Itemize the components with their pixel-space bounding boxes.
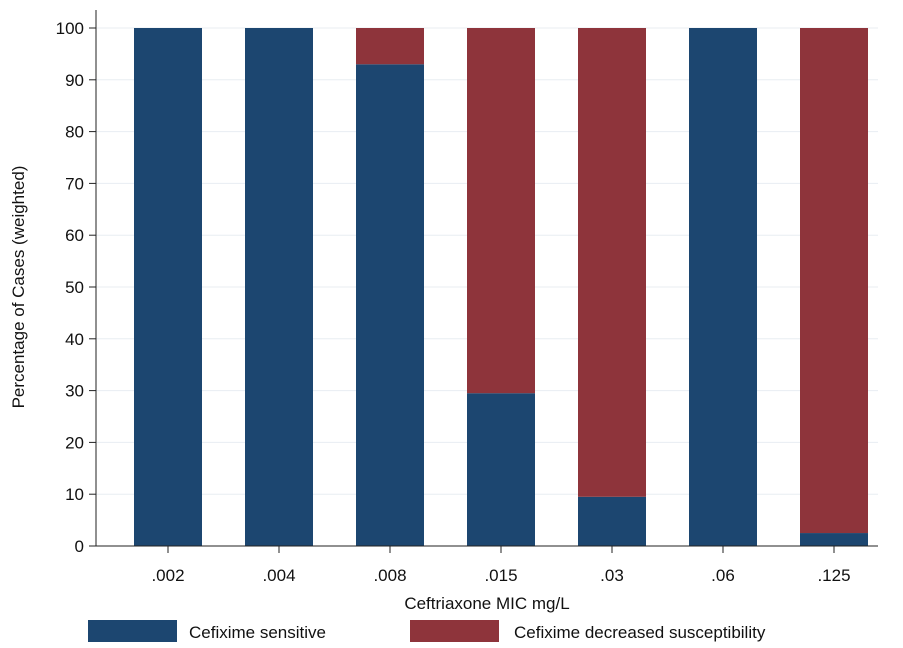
legend-swatch-cefixime-decreased-susceptibility — [410, 620, 499, 642]
x-tick-label-p008: .008 — [373, 566, 406, 585]
y-tick-label-40: 40 — [65, 330, 84, 349]
x-tick-label-p06: .06 — [711, 566, 735, 585]
x-axis-title: Ceftriaxone MIC mg/L — [404, 594, 569, 613]
bar-sensitive-p002 — [134, 28, 202, 546]
y-tick-label-70: 70 — [65, 174, 84, 193]
y-tick-label-0: 0 — [75, 537, 84, 556]
x-tick-label-p015: .015 — [484, 566, 517, 585]
y-tick-label-100: 100 — [56, 19, 84, 38]
y-tick-label-10: 10 — [65, 485, 84, 504]
bars — [134, 28, 868, 546]
bar-sensitive-p125 — [800, 533, 868, 546]
x-tick-label-p125: .125 — [817, 566, 850, 585]
legend-label-cefixime-sensitive: Cefixime sensitive — [189, 623, 326, 642]
bar-decreased-p015 — [467, 28, 535, 394]
y-tick-label-80: 80 — [65, 123, 84, 142]
x-tick-label-p002: .002 — [151, 566, 184, 585]
bar-sensitive-p06 — [689, 28, 757, 546]
bar-decreased-p008 — [356, 28, 424, 65]
legend-swatch-cefixime-sensitive — [88, 620, 177, 642]
bar-sensitive-p03 — [578, 496, 646, 546]
bar-decreased-p125 — [800, 28, 868, 534]
axes — [89, 10, 878, 553]
x-tick-label-p004: .004 — [262, 566, 295, 585]
y-tick-label-50: 50 — [65, 278, 84, 297]
tick-labels: 0 10 20 30 40 50 60 70 80 90 100 .002 .004 .008 .015 .0… — [56, 19, 851, 585]
x-tick-label-p03: .03 — [600, 566, 624, 585]
legend-label-cefixime-decreased-susceptibility: Cefixime decreased susceptibility — [514, 623, 766, 642]
y-tick-label-60: 60 — [65, 226, 84, 245]
y-tick-label-20: 20 — [65, 433, 84, 452]
bar-sensitive-p004 — [245, 28, 313, 546]
y-tick-label-90: 90 — [65, 71, 84, 90]
bar-sensitive-p015 — [467, 393, 535, 546]
bar-decreased-p03 — [578, 28, 646, 497]
y-axis-title: Percentage of Cases (weighted) — [9, 166, 28, 409]
legend: Cefixime sensitive Cefixime decreased su… — [88, 620, 766, 642]
bar-sensitive-p008 — [356, 64, 424, 546]
y-tick-label-30: 30 — [65, 382, 84, 401]
